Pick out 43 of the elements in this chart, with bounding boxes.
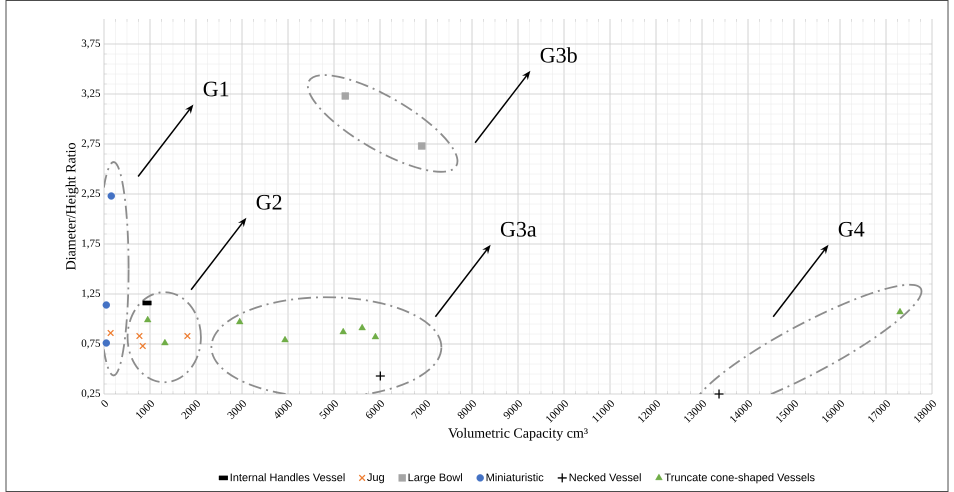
point xyxy=(236,318,244,324)
annotation: G4 xyxy=(838,222,864,237)
y-tick-label: 3,25 xyxy=(82,90,100,98)
point xyxy=(340,328,347,334)
x-tick-label: 0 xyxy=(101,400,108,407)
point xyxy=(161,338,169,346)
point xyxy=(375,370,386,382)
point xyxy=(896,308,904,314)
y-tick-label: 1,75 xyxy=(82,240,100,248)
x-tick-label: 6000 xyxy=(366,400,384,418)
y-tick-label: 1,25 xyxy=(82,290,100,298)
x-axis-title: Volumetric Capacity cm³ xyxy=(448,428,588,441)
point xyxy=(107,330,114,336)
y-tick-label: 2,25 xyxy=(82,190,100,198)
legend-label: Truncate cone-shaped Vessels xyxy=(664,473,815,484)
point xyxy=(418,142,426,150)
annotation: G3b xyxy=(540,47,577,63)
annotation: G1 xyxy=(204,82,228,96)
point xyxy=(358,324,366,330)
point xyxy=(102,339,110,347)
point xyxy=(136,332,143,340)
y-tick-label: 0,25 xyxy=(82,390,100,398)
y-tick-label: 2,75 xyxy=(82,140,100,148)
annotation: G3a xyxy=(500,222,536,237)
point xyxy=(372,332,380,340)
legend-label: Large Bowl xyxy=(408,473,462,484)
y-tick-label: 0,75 xyxy=(82,339,100,348)
point xyxy=(144,316,152,322)
point xyxy=(102,301,110,309)
legend-label: Miniaturistic xyxy=(486,473,544,482)
annotation: G2 xyxy=(256,194,282,210)
point xyxy=(139,342,146,350)
legend-label: Necked Vessel xyxy=(570,473,641,482)
point xyxy=(714,388,724,400)
point xyxy=(108,192,115,200)
point xyxy=(342,92,349,100)
y-tick-label: 3,75 xyxy=(82,40,100,48)
legend-label: Internal Handles Vessel xyxy=(230,473,345,482)
point xyxy=(184,332,191,340)
x-tick-label: 4000 xyxy=(275,400,292,418)
y-axis-title: Diameter/Height Ratio xyxy=(66,143,78,270)
legend-label: Jug xyxy=(367,473,384,484)
point xyxy=(281,336,289,342)
